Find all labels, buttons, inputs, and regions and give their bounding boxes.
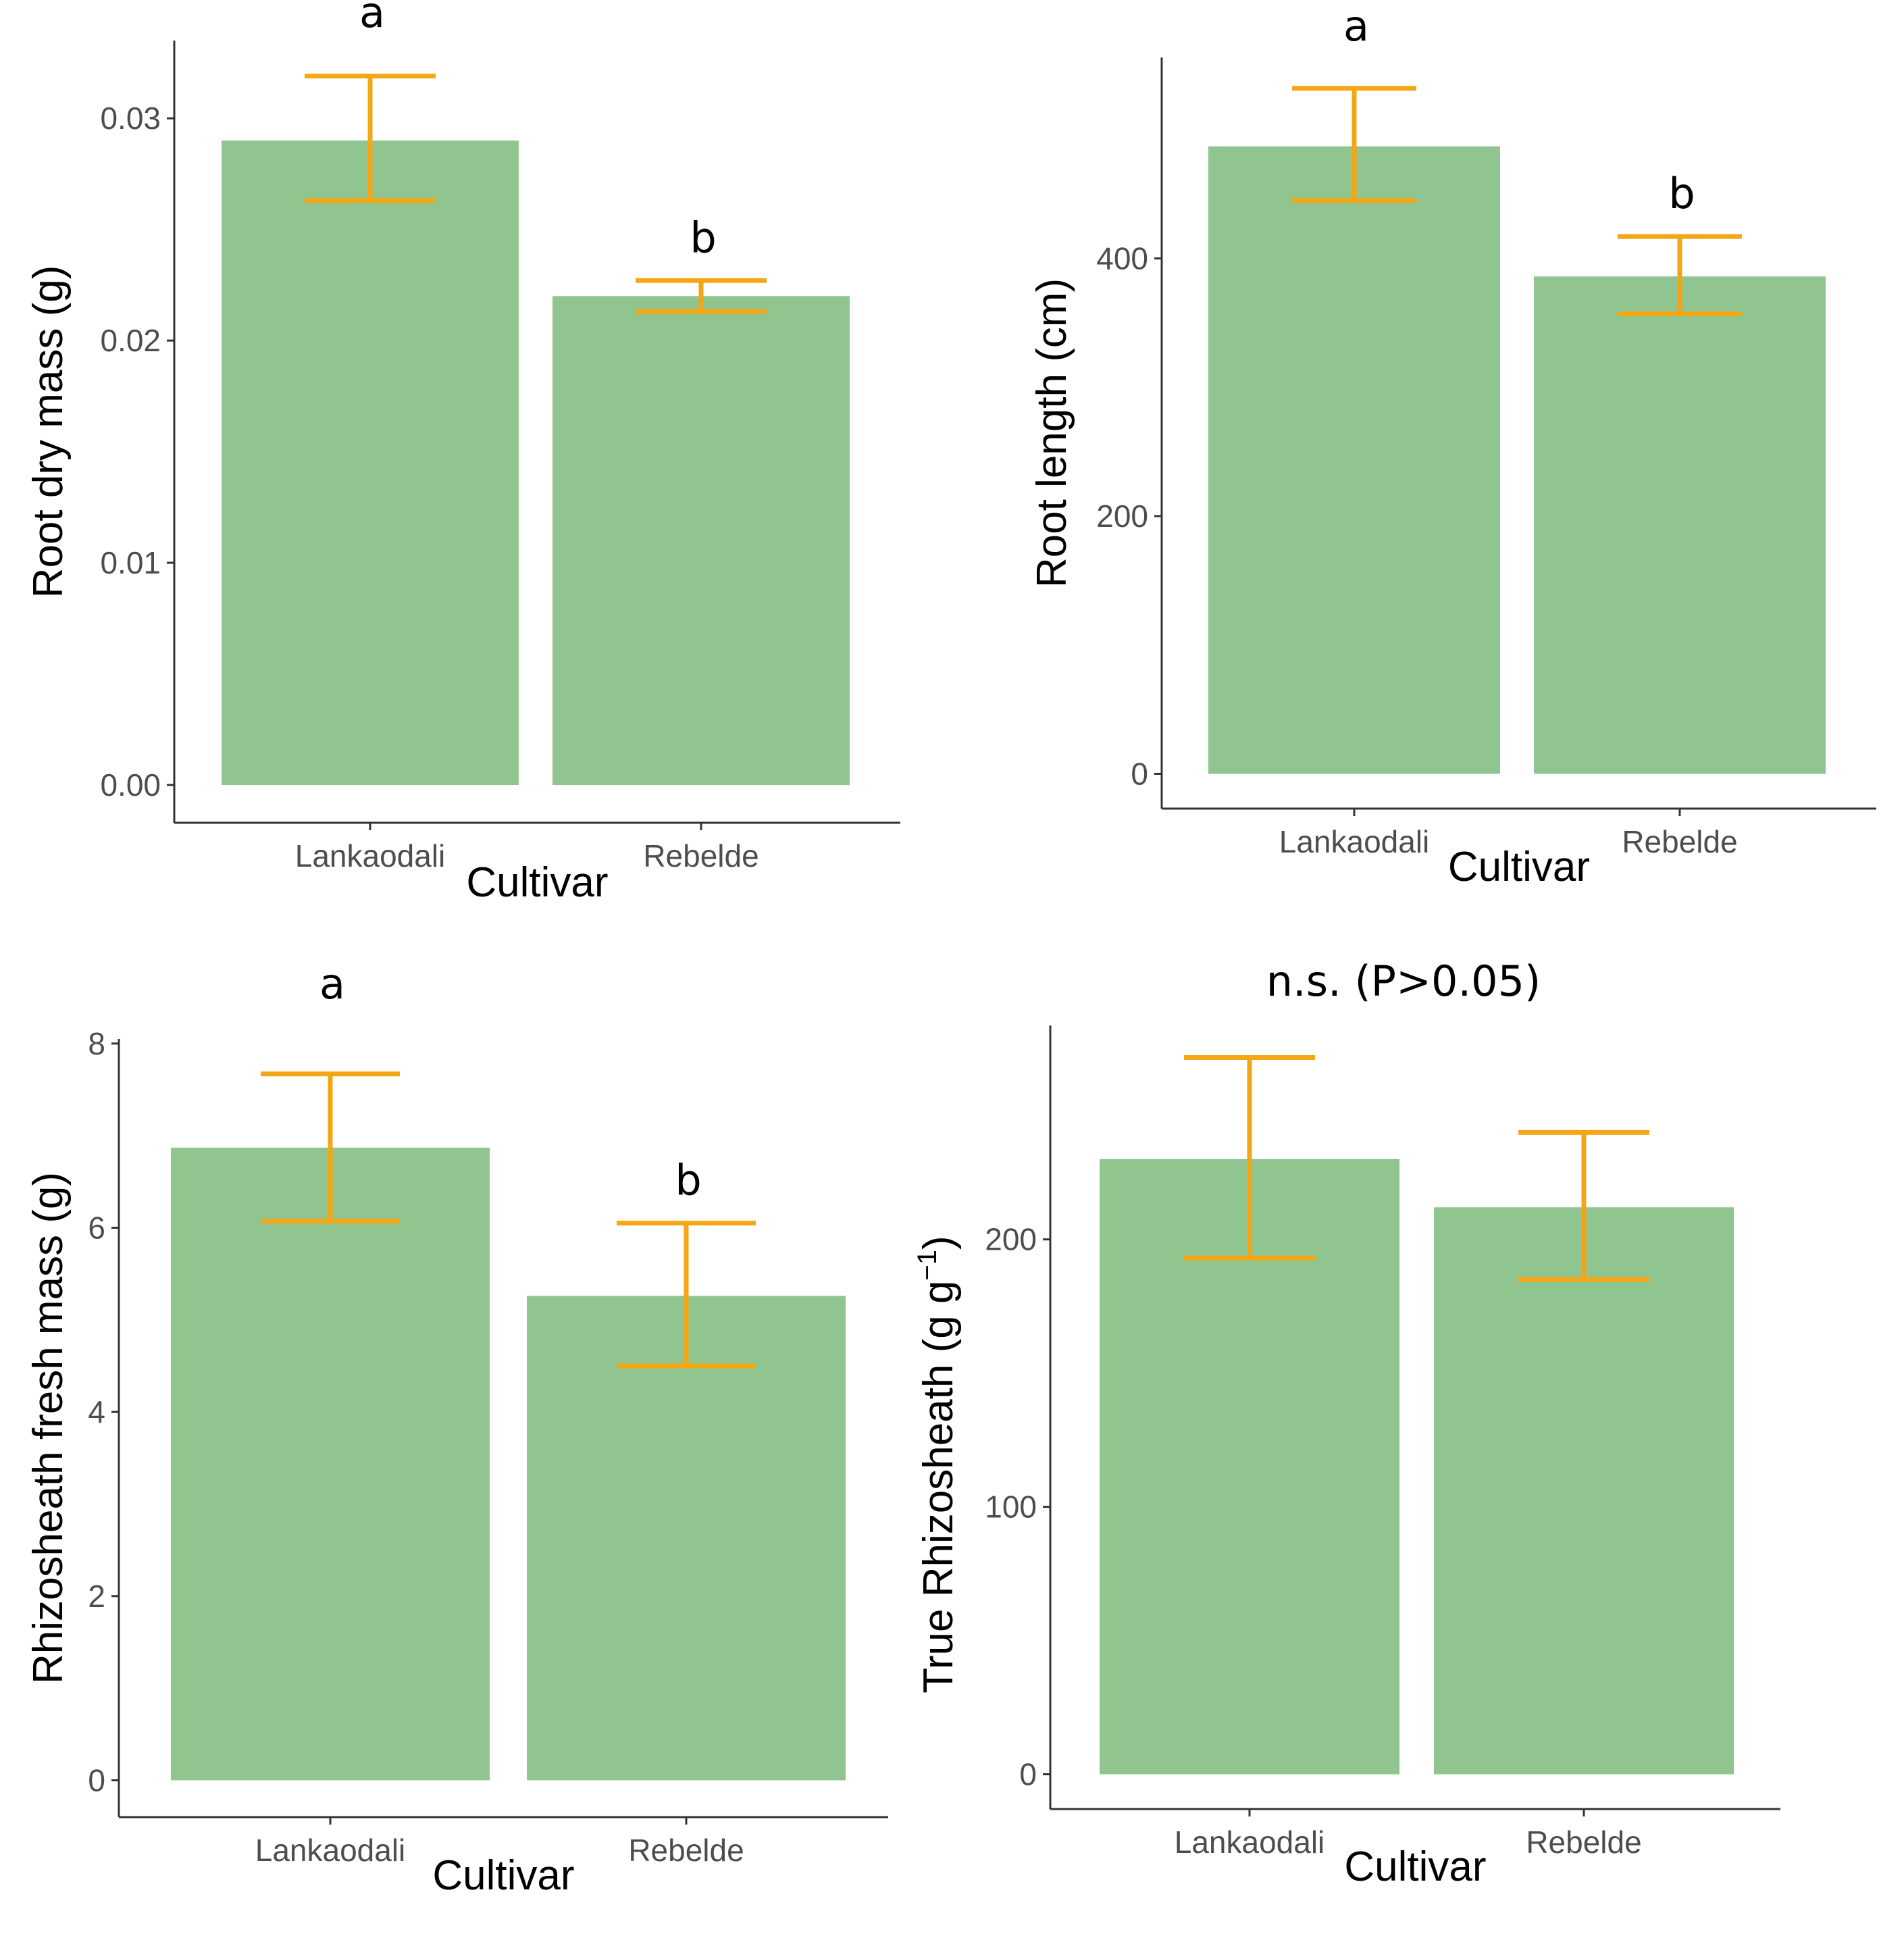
y-tick-label: 400 bbox=[1096, 241, 1148, 276]
error-bar-lankaodali bbox=[305, 74, 436, 203]
x-axis-title: Cultivar bbox=[466, 859, 608, 906]
x-tick-label: Lankaodali bbox=[1175, 1825, 1325, 1860]
error-bar-lankaodali bbox=[1292, 86, 1416, 203]
bar-lankaodali bbox=[1208, 146, 1500, 774]
y-axis-title: Rhizosheath fresh mass (g) bbox=[25, 1172, 72, 1684]
bar-rebelde bbox=[1434, 1207, 1734, 1775]
significance-label-lankaodali: a bbox=[1343, 1, 1369, 51]
chart-panel-bottom-left: 0 2 4 6 8 Lankaodali Rebelde Cultivar Rhizosheat… bbox=[25, 959, 888, 1899]
y-tick-label: 2 bbox=[88, 1579, 105, 1614]
x-tick-label: Lankaodali bbox=[295, 838, 446, 873]
y-tick-label: 100 bbox=[985, 1490, 1037, 1525]
y-tick-label: 0.03 bbox=[100, 101, 161, 136]
y-tick-label: 0.01 bbox=[100, 545, 161, 580]
y-axis-title-main: True Rhizosheath (g g bbox=[915, 1281, 962, 1694]
chart-panel-top-left: 0.00 0.01 0.02 0.03 Lankaodali Rebelde Cultiva… bbox=[25, 0, 900, 906]
bar-lankaodali bbox=[1100, 1159, 1399, 1775]
significance-label-rebelde: b bbox=[690, 213, 716, 262]
x-axis-title: Cultivar bbox=[1448, 844, 1590, 890]
y-axis-title: True Rhizosheath (g g−1) bbox=[912, 1236, 962, 1693]
y-axis-title-superscript: −1 bbox=[912, 1250, 942, 1281]
x-tick-label: Rebelde bbox=[643, 838, 758, 873]
significance-label-lankaodali: a bbox=[319, 959, 345, 1009]
x-tick-label: Lankaodali bbox=[1279, 824, 1430, 859]
chart-panel-top-right: 0 200 400 Lankaodali Rebelde Cultivar Root len… bbox=[1029, 1, 1876, 890]
x-tick-label: Lankaodali bbox=[255, 1833, 406, 1868]
y-tick-label: 8 bbox=[88, 1026, 105, 1061]
error-bar-rebelde bbox=[1618, 234, 1742, 317]
error-bar-rebelde bbox=[636, 278, 767, 314]
y-axis-title: Root length (cm) bbox=[1029, 278, 1075, 588]
significance-label-rebelde: b bbox=[1668, 169, 1695, 218]
bar-lankaodali bbox=[171, 1147, 490, 1781]
y-tick-label: 6 bbox=[88, 1210, 105, 1245]
x-axis-title: Cultivar bbox=[432, 1852, 574, 1899]
error-bar-rebelde bbox=[1518, 1129, 1649, 1282]
y-tick-label: 200 bbox=[985, 1222, 1037, 1257]
error-bar-lankaodali bbox=[261, 1071, 400, 1224]
bar-rebelde bbox=[527, 1296, 846, 1781]
chart-panel-bottom-right: 0 100 200 Lankaodali Rebelde Cultivar True Rhi… bbox=[912, 957, 1780, 1890]
y-tick-label: 0 bbox=[1131, 757, 1148, 792]
bar-rebelde bbox=[552, 296, 850, 786]
y-tick-label: 200 bbox=[1096, 499, 1148, 534]
y-axis-title: Root dry mass (g) bbox=[25, 265, 72, 599]
y-tick-label: 0.02 bbox=[100, 323, 161, 358]
y-tick-label: 0.00 bbox=[100, 767, 161, 803]
x-axis-title: Cultivar bbox=[1344, 1843, 1486, 1890]
x-tick-label: Rebelde bbox=[628, 1833, 744, 1868]
significance-label-lankaodali: a bbox=[359, 0, 385, 37]
error-bar-lankaodali bbox=[1184, 1055, 1315, 1261]
x-tick-label: Rebelde bbox=[1526, 1825, 1641, 1860]
significance-label-rebelde: b bbox=[675, 1156, 701, 1205]
panel-annotation: n.s. (P>0.05) bbox=[1266, 957, 1541, 1006]
error-bar-rebelde bbox=[617, 1221, 756, 1369]
x-tick-label: Rebelde bbox=[1622, 824, 1737, 859]
y-axis-title-end: ) bbox=[915, 1236, 962, 1250]
y-tick-label: 4 bbox=[88, 1394, 105, 1429]
y-tick-label: 0 bbox=[88, 1762, 105, 1798]
y-tick-label: 0 bbox=[1019, 1757, 1037, 1792]
bar-rebelde bbox=[1534, 276, 1826, 774]
bar-lankaodali bbox=[222, 141, 519, 786]
